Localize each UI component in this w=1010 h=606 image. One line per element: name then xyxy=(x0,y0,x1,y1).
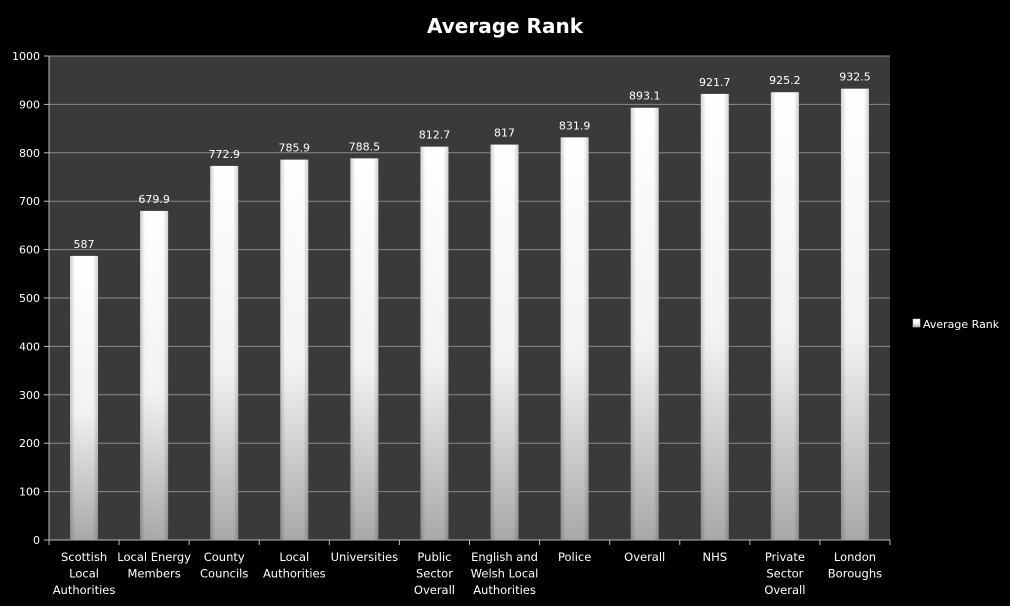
bar-shading xyxy=(630,107,659,541)
x-tick-label-line: Scottish xyxy=(61,550,107,564)
y-tick-label: 600 xyxy=(19,244,40,257)
x-tick-label-line: Local xyxy=(69,567,99,581)
x-tick-label-line: Public xyxy=(417,550,451,564)
bar-shading xyxy=(70,255,99,540)
x-tick-label: Scottish Local Authorities xyxy=(53,550,116,597)
x-tick-label-line: Sector xyxy=(416,567,453,581)
x-tick-label-line: Sector xyxy=(766,567,803,581)
x-tick-label: Local Energy Members xyxy=(117,550,191,581)
x-tick-label: Police xyxy=(558,550,591,564)
y-tick-label: 700 xyxy=(19,195,40,208)
y-tick-label: 500 xyxy=(19,292,40,305)
legend-swatch xyxy=(912,318,921,328)
bar-shading xyxy=(490,144,519,540)
x-tick-label-line: Overall xyxy=(764,583,805,597)
y-tick-label: 100 xyxy=(19,486,40,499)
x-tick-label-line: Members xyxy=(127,567,180,581)
bars xyxy=(70,88,869,541)
x-tick-label: County Councils xyxy=(200,550,248,581)
x-tick-label-line: Councils xyxy=(200,567,248,581)
x-tick-label-line: Overall xyxy=(414,583,455,597)
data-label: 817 xyxy=(494,127,515,140)
x-tick-label-line: Boroughs xyxy=(828,567,882,581)
data-label: 921.7 xyxy=(699,76,731,89)
gridlines xyxy=(49,55,890,493)
y-tick-label: 0 xyxy=(33,534,40,547)
x-tick-label: Public Sector Overall xyxy=(414,550,455,597)
x-tick-label-line: English and xyxy=(471,550,538,564)
chart-title: Average Rank xyxy=(427,14,584,38)
data-label: 788.5 xyxy=(349,140,381,153)
axes: 0 100 200 300 400 500 600 700 800 900 1000 xyxy=(12,50,891,547)
x-tick-label-line: Welsh Local xyxy=(471,567,539,581)
x-tick-label-line: London xyxy=(834,550,876,564)
x-tick-label: Universities xyxy=(331,550,398,564)
x-tick-label: Overall xyxy=(624,550,665,564)
data-label: 679.9 xyxy=(138,193,170,206)
data-label: 587 xyxy=(74,238,95,251)
category-labels: Scottish Local Authorities Local Energy Memb… xyxy=(53,550,882,597)
y-tick-label: 300 xyxy=(19,389,40,402)
data-label: 925.2 xyxy=(769,74,801,87)
x-tick-label-line: Authorities xyxy=(53,583,116,597)
x-tick-label: Private Sector Overall xyxy=(764,550,805,597)
data-label: 831.9 xyxy=(559,119,591,132)
bar-shading xyxy=(560,137,589,540)
data-labels: 587 679.9 772.9 785.9 788.5 812.7 817 831.9 893.… xyxy=(74,71,871,251)
bar-shading xyxy=(840,88,869,541)
bar-shading xyxy=(140,210,169,540)
data-label: 932.5 xyxy=(839,71,871,84)
legend-label: Average Rank xyxy=(923,318,1000,331)
legend: Average Rank xyxy=(912,318,1000,331)
bar-shading xyxy=(280,159,309,541)
x-tick-label-line: NHS xyxy=(703,550,728,564)
bar-shading xyxy=(350,158,379,540)
y-tick-label: 1000 xyxy=(12,50,40,63)
x-tick-label-line: Local Energy xyxy=(117,550,191,564)
x-tick-label-line: Local xyxy=(279,550,309,564)
x-tick-label: London Boroughs xyxy=(828,550,882,581)
y-tick-label: 800 xyxy=(19,147,40,160)
bar-shading xyxy=(770,92,799,541)
x-tick-label-line: Authorities xyxy=(263,567,326,581)
x-tick-label: NHS xyxy=(703,550,728,564)
data-label: 812.7 xyxy=(419,129,451,142)
x-tick-label-line: Universities xyxy=(331,550,398,564)
bar-shading xyxy=(210,165,239,541)
data-label: 772.9 xyxy=(208,148,240,161)
y-tick-label: 400 xyxy=(19,340,40,353)
y-tick-label: 900 xyxy=(19,98,40,111)
bar-shading xyxy=(420,146,449,540)
y-tick-label: 200 xyxy=(19,437,40,450)
data-label: 893.1 xyxy=(629,90,661,103)
x-tick-label-line: Overall xyxy=(624,550,665,564)
x-tick-label-line: County xyxy=(204,550,245,564)
x-tick-label-line: Police xyxy=(558,550,591,564)
data-label: 785.9 xyxy=(279,142,311,155)
x-tick-label-line: Authorities xyxy=(473,583,536,597)
x-tick-label: Local Authorities xyxy=(263,550,326,581)
x-tick-label-line: Private xyxy=(765,550,805,564)
x-tick-label: English and Welsh Local Authorities xyxy=(471,550,539,597)
bar-shading xyxy=(700,93,729,540)
